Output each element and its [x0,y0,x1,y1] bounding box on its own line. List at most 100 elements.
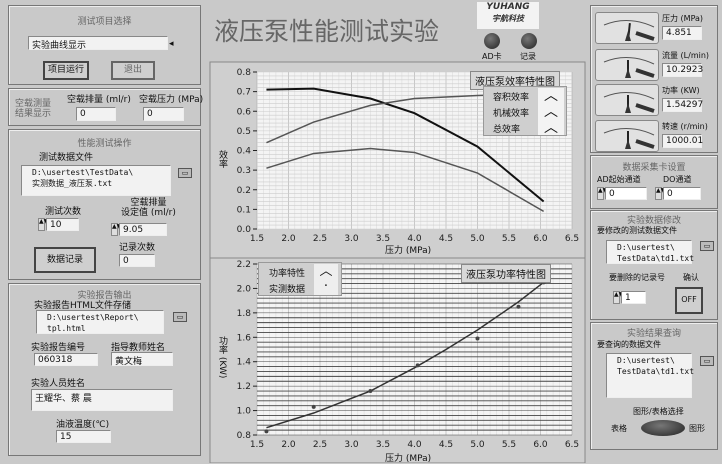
gauge-label: 流量 (L/min) [662,51,710,60]
test-count-label: 测试次数 [45,207,82,217]
x-tick-label: 4.5 [439,440,453,450]
power-ylabel: 功率 (KW) [217,336,227,379]
noload-press-value: 0 [143,107,184,121]
staff-input[interactable]: 王耀华、蔡 晨 [31,389,173,411]
project-dropdown[interactable]: 实验曲线显示 [28,36,168,51]
html-file-label: 实验报告HTML文件存储 [34,301,132,311]
project-dropdown-value: 实验曲线显示 [32,41,87,51]
run-project-button[interactable]: 项目运行 [43,61,89,80]
y-tick-label: 0.7 [237,88,251,98]
x-tick-label: 4.5 [439,234,453,244]
x-tick-label: 5.0 [470,440,485,450]
teacher-input[interactable]: 黄文梅 [111,352,173,367]
oil-temp-input[interactable]: 15 [56,430,111,443]
page-title: 液压泵性能测试实验 [214,17,440,46]
x-tick-label: 5.0 [470,234,485,244]
dropdown-arrow-icon[interactable]: ◂ [169,39,174,49]
test-file-path[interactable]: D:\usertest\TestData\ 实测数据_液压泵.txt [21,165,171,196]
gauge-needle-icon [603,128,655,149]
noload-disp-value: 0 [76,107,116,121]
exit-button[interactable]: 退出 [111,61,155,80]
y-tick-label: 0.8 [237,431,252,441]
legend-item-mechanical: 机械效率 [493,109,530,119]
y-tick-label: 1.2 [237,382,251,392]
set-disp-input[interactable]: 9.05 [119,223,167,236]
gauges-section [590,5,718,153]
gauge-label: 压力 (MPa) [662,14,704,23]
x-tick-label: 2.0 [281,440,296,450]
gauge-value: 4.851 [662,26,702,40]
browse-folder-icon[interactable]: ▭ [178,168,192,178]
daq-section: 数据采集卡设置 AD起始通道 DO通道 ▲▼ 0 ▲▼ 0 [590,155,718,209]
modify-file-path[interactable]: D:\usertest\ TestData\td1.txt [606,240,694,264]
section-title: 测试项目选择 [77,17,132,27]
y-tick-label: 0.4 [237,147,252,157]
x-tick-label: 3.0 [344,234,359,244]
graph-table-toggle[interactable] [641,420,685,436]
teacher-label: 指导教师姓名 [111,343,166,353]
report-number-input[interactable]: 060318 [34,353,98,366]
section-title: 性能测试操作 [77,139,132,149]
x-tick-label: 4.0 [407,440,422,450]
x-tick-label: 3.5 [376,440,390,450]
y-tick-label: 1.4 [237,358,252,368]
x-tick-label: 3.5 [376,234,390,244]
browse-folder-icon[interactable]: ▭ [173,312,187,322]
legend-plot-icons[interactable]: ︿ ︿ ︿ [538,88,564,136]
data-point [311,404,316,409]
gauge-dial [595,120,659,152]
x-tick-label: 1.5 [250,234,264,244]
y-tick-label: 2.2 [237,260,251,270]
browse-folder-icon[interactable]: ▭ [700,241,714,251]
ad-channel-input[interactable]: 0 [605,187,647,200]
efficiency-ylabel: 效率 [217,150,227,168]
noload-disp-label: 空载排量 (ml/r) [67,95,131,105]
query-file-label: 要查询的数据文件 [597,340,661,349]
data-record-button[interactable]: 数据记录 [34,247,96,273]
gauge-dial [595,49,659,81]
efficiency-legend: 容积效率 机械效率 总效率 ︿ ︿ ︿ [483,86,567,136]
y-tick-label: 0.0 [237,225,252,235]
gauge-needle-icon [603,57,655,78]
ad-channel-stepper[interactable]: ▲▼ [597,187,607,200]
staff-label: 实验人员姓名 [31,379,86,389]
confirm-label: 确认 [683,273,699,282]
x-tick-label: 2.5 [313,440,327,450]
test-count-stepper[interactable]: ▲▼ [38,218,48,231]
gauge-dial [595,84,659,116]
delete-record-stepper[interactable]: ▲▼ [613,291,623,304]
logo-text: YUHANG [486,2,530,12]
do-channel-stepper[interactable]: ▲▼ [655,187,665,200]
y-tick-label: 0.5 [237,127,251,137]
record-count-value: 0 [119,254,155,267]
do-channel-label: DO通道 [663,175,692,184]
x-tick-label: 5.5 [502,440,516,450]
x-tick-label: 3.0 [344,440,359,450]
y-tick-label: 0.2 [237,186,251,196]
x-tick-label: 2.0 [281,234,296,244]
efficiency-xlabel: 压力 (MPa) [385,246,432,256]
series-line-0 [266,281,545,429]
data-point [516,304,521,309]
do-channel-input[interactable]: 0 [663,187,701,200]
gauge-needle-icon [603,92,655,113]
section-title: 实验报告输出 [77,291,132,301]
set-disp-stepper[interactable]: ▲▼ [111,223,121,236]
data-modify-section: 实验数据修改 要修改的测试数据文件 D:\usertest\ TestData\… [590,210,718,320]
legend-plot-icons[interactable]: ︿ · [314,264,338,295]
series-line-2 [266,147,545,212]
html-file-path[interactable]: D:\usertest\Report\ tpl.html [36,310,164,334]
test-count-input[interactable]: 10 [46,218,79,231]
x-tick-label: 2.5 [313,234,327,244]
gauge-label: 转速 (r/min) [662,122,708,131]
section-title: 数据采集卡设置 [622,163,686,173]
power-legend: 功率特性 实测数据 ︿ · [258,262,342,296]
x-tick-label: 4.0 [407,234,422,244]
query-file-path[interactable]: D:\usertest\ TestData\td1.txt [606,353,694,398]
record-led-indicator [521,33,537,49]
y-tick-label: 1.8 [237,309,252,319]
x-tick-label: 6.0 [533,234,548,244]
confirm-off-button[interactable]: OFF [675,287,703,314]
delete-record-input[interactable]: 1 [621,291,646,304]
browse-folder-icon[interactable]: ▭ [700,356,714,366]
